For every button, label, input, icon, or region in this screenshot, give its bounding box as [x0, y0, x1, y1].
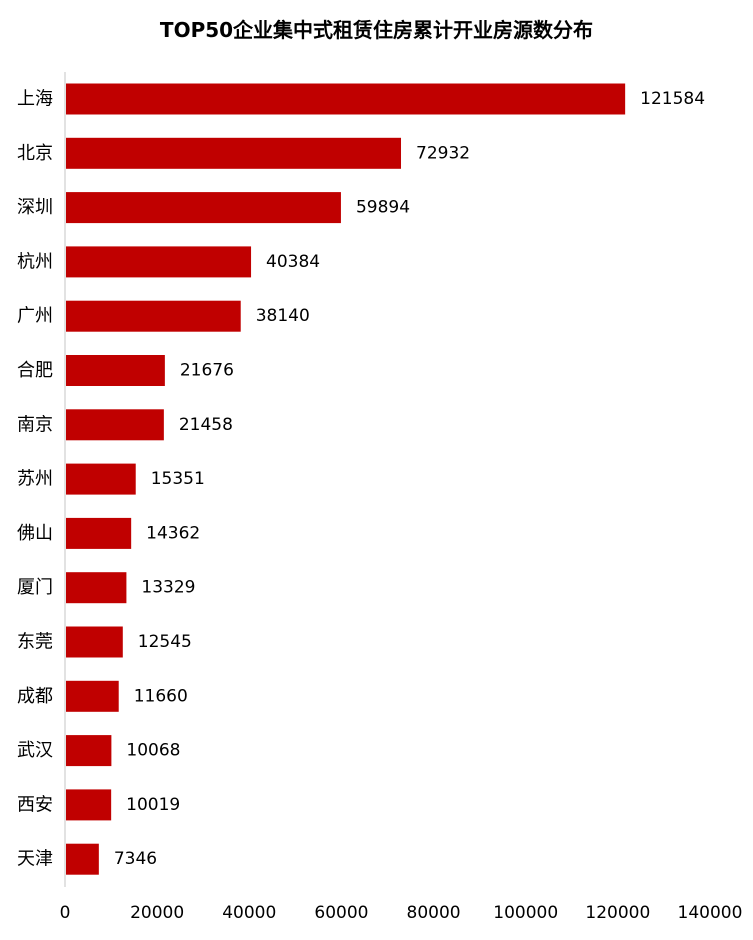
category-label-9: 厦门 [17, 577, 53, 598]
data-label-7: 15351 [151, 469, 205, 489]
bar-1 [66, 137, 402, 169]
category-label-12: 武汉 [17, 740, 53, 761]
data-label-10: 12545 [138, 632, 192, 652]
data-label-14: 7346 [114, 849, 157, 869]
category-label-8: 佛山 [17, 523, 53, 544]
bar-11 [66, 680, 119, 712]
x-tick-label-3: 60000 [314, 903, 368, 923]
bar-4 [66, 300, 241, 332]
data-label-3: 40384 [266, 252, 320, 272]
bar-5 [66, 355, 165, 386]
x-tick-label-4: 80000 [407, 903, 461, 923]
bar-7 [66, 463, 136, 495]
x-tick-label-0: 0 [60, 903, 71, 923]
data-label-4: 38140 [256, 306, 310, 326]
bar-3 [66, 246, 252, 278]
category-label-3: 杭州 [17, 251, 53, 272]
category-label-1: 北京 [17, 143, 53, 164]
x-tick-label-2: 40000 [222, 903, 276, 923]
category-label-7: 苏州 [17, 469, 53, 490]
category-label-13: 西安 [17, 794, 53, 815]
bar-2 [66, 192, 341, 224]
data-label-9: 13329 [141, 578, 195, 598]
chart-title: TOP50企业集中式租赁住房累计开业房源数分布 [159, 18, 594, 42]
data-label-8: 14362 [146, 523, 200, 543]
bar-6 [66, 409, 164, 441]
data-label-0: 121584 [640, 89, 705, 109]
bar-13 [66, 789, 112, 821]
data-label-2: 59894 [356, 198, 410, 218]
category-label-5: 合肥 [17, 360, 53, 381]
bar-9 [66, 572, 127, 604]
bar-10 [66, 626, 123, 658]
category-label-14: 天津 [17, 849, 53, 870]
bar-14 [66, 843, 99, 875]
bar-0 [66, 83, 626, 115]
data-label-1: 72932 [416, 143, 470, 163]
data-label-6: 21458 [179, 415, 233, 435]
x-tick-label-7: 140000 [678, 903, 743, 923]
bar-8 [66, 517, 132, 549]
data-label-11: 11660 [134, 686, 188, 706]
category-label-11: 成都 [17, 686, 53, 707]
category-label-4: 广州 [17, 306, 53, 327]
bar-12 [66, 735, 112, 767]
category-label-10: 东莞 [17, 632, 53, 653]
data-label-13: 10019 [126, 795, 180, 815]
data-label-12: 10068 [126, 741, 180, 761]
data-label-5: 21676 [180, 361, 234, 381]
category-label-6: 南京 [17, 414, 53, 435]
x-tick-label-5: 100000 [493, 903, 558, 923]
category-label-0: 上海 [17, 89, 53, 110]
x-tick-label-1: 20000 [130, 903, 184, 923]
category-label-2: 深圳 [17, 197, 53, 218]
x-tick-label-6: 120000 [585, 903, 650, 923]
